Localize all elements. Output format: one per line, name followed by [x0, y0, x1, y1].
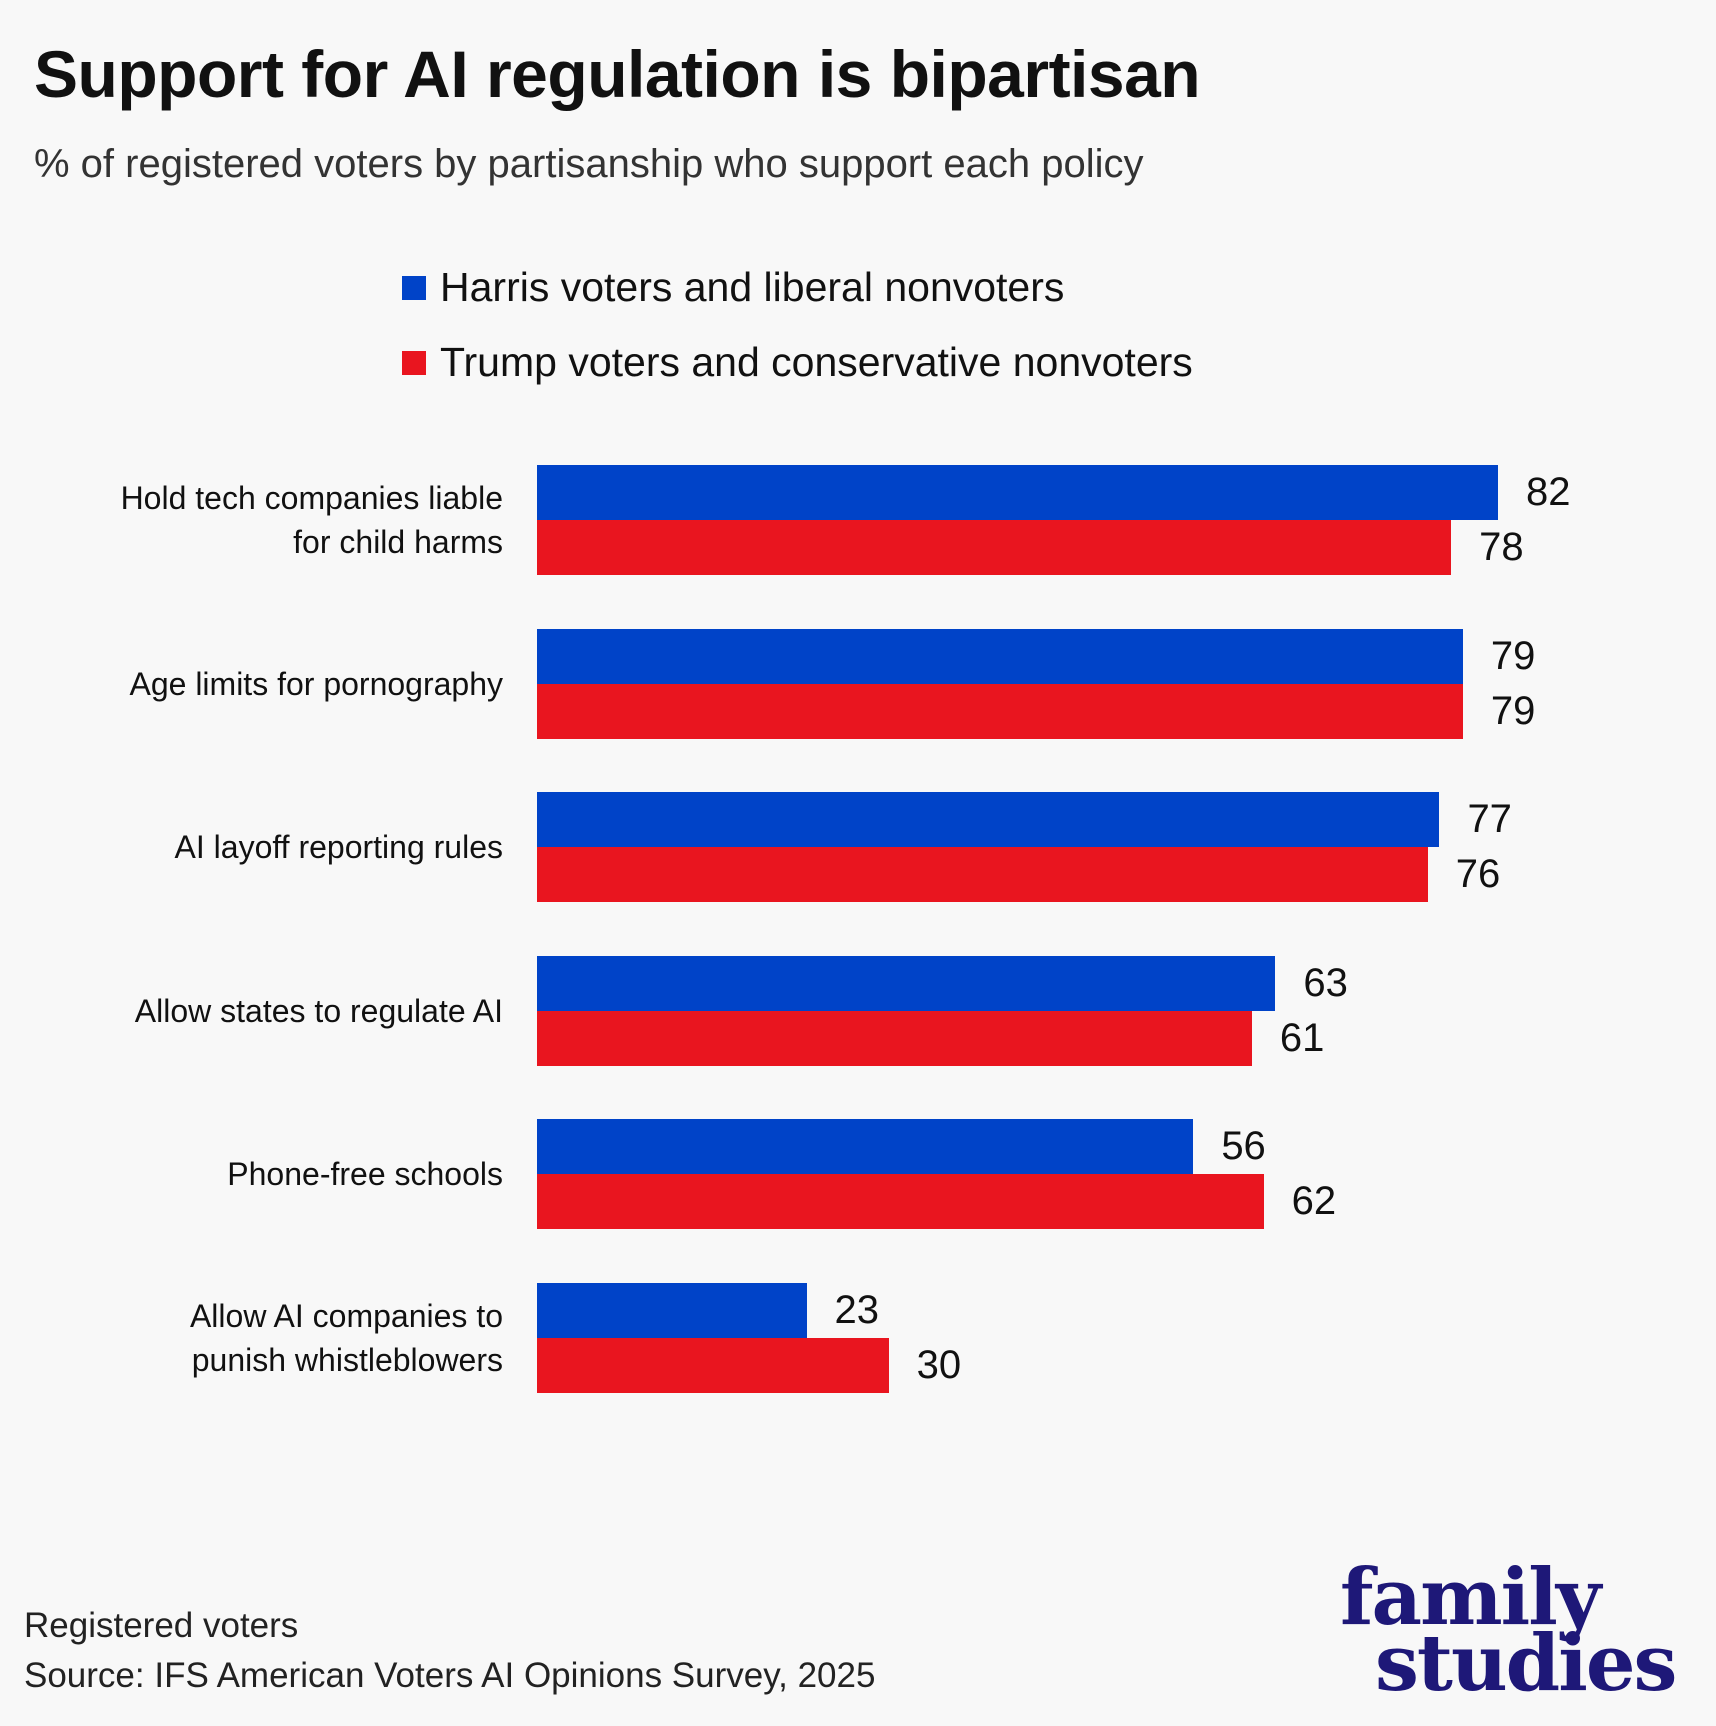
bar-trump [537, 1338, 889, 1393]
footer-note: Registered voters [24, 1606, 299, 1645]
data-label: 62 [1291, 1179, 1337, 1224]
category-label: Allow AI companies to punish whistleblowe… [23, 1283, 503, 1393]
data-label: 61 [1279, 1015, 1325, 1060]
category-label: AI layoff reporting rules [23, 792, 503, 902]
data-label: 79 [1490, 633, 1536, 678]
category-label-line: for child harms [293, 524, 503, 560]
category-label: Hold tech companies liable for child harm… [23, 465, 503, 575]
category-label-line: Allow states to regulate AI [134, 992, 503, 1029]
chart-subtitle: % of registered voters by partisanship w… [34, 142, 1144, 186]
data-label: 30 [916, 1343, 962, 1387]
bar-trump [537, 520, 1452, 575]
category-label-line: Allow AI companies to [189, 1298, 503, 1334]
data-label: 63 [1303, 960, 1348, 1005]
bar-trump [537, 847, 1428, 903]
bar-harris [537, 955, 1276, 1011]
data-label: 76 [1455, 852, 1501, 897]
legend-label-harris: Harris voters and liberal nonvoters [440, 264, 1065, 310]
logo-line-1: family [1340, 1552, 1601, 1643]
legend-swatch-harris [402, 275, 426, 300]
category-label-line: Age limits for pornography [129, 665, 503, 702]
legend-item-harris: Harris voters and liberal nonvoters [402, 264, 1064, 311]
category-label-line: Phone-free schools [227, 1156, 503, 1193]
family-studies-logo: family studies [1340, 1552, 1677, 1709]
bar-trump [537, 683, 1463, 739]
data-label: 56 [1221, 1124, 1266, 1169]
legend-swatch-trump [402, 350, 426, 375]
data-label: 23 [834, 1288, 880, 1332]
legend-label-trump: Trump voters and conservative nonvoters [440, 339, 1193, 385]
footer-source: Source: IFS American Voters AI Opinions … [24, 1656, 876, 1695]
bar-harris [537, 792, 1440, 848]
bar-trump [537, 1174, 1264, 1230]
bar-trump [537, 1010, 1252, 1066]
data-label: 78 [1479, 525, 1524, 569]
category-label-line: AI layoff reporting rules [174, 829, 503, 866]
data-label: 77 [1467, 797, 1512, 842]
bar-harris [537, 1119, 1194, 1175]
category-label: Age limits for pornography [23, 629, 503, 739]
category-label-line: punish whistleblowers [191, 1342, 503, 1378]
category-label-line: Hold tech companies liable [120, 480, 503, 516]
data-label: 79 [1490, 688, 1536, 733]
chart-title: Support for AI regulation is bipartisan [34, 37, 1201, 111]
bar-harris [537, 628, 1463, 684]
data-label: 82 [1526, 470, 1571, 514]
category-label: Allow states to regulate AI [23, 956, 503, 1066]
legend-item-trump: Trump voters and conservative nonvoters [402, 339, 1193, 386]
category-label: Phone-free schools [23, 1119, 503, 1229]
logo-line-2: studies [1375, 1618, 1677, 1709]
bar-harris [537, 465, 1499, 520]
bar-harris [537, 1283, 807, 1338]
